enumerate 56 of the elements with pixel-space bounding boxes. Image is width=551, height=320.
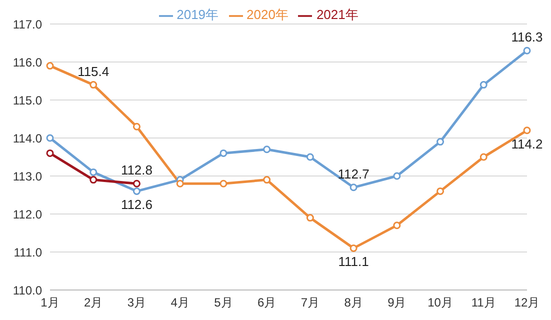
x-tick-label: 2月	[84, 296, 103, 310]
point	[176, 180, 184, 188]
point	[350, 244, 358, 252]
legend-label: 2020年	[246, 7, 288, 22]
point	[220, 180, 228, 188]
data-label: 112.7	[338, 166, 370, 182]
point	[523, 126, 531, 134]
legend-label: 2019年	[176, 7, 219, 22]
x-tick-label: 3月	[127, 296, 146, 310]
point	[132, 122, 140, 130]
point	[46, 62, 54, 70]
data-label: 112.6	[120, 197, 153, 212]
x-tick-label: 8月	[344, 296, 363, 310]
x-tick-label: 4月	[170, 296, 190, 310]
legend-label: 2021年	[316, 7, 358, 22]
y-tick-label: 117.0	[12, 17, 42, 32]
point	[393, 222, 401, 230]
point	[132, 187, 140, 195]
y-tick-label: 116.0	[12, 55, 42, 70]
point	[306, 214, 314, 222]
point	[132, 180, 140, 188]
point	[220, 149, 228, 157]
x-tick-label: 6月	[257, 296, 276, 310]
y-tick-label: 110.0	[12, 283, 42, 298]
y-tick-label: 115.0	[12, 93, 42, 108]
data-label: 111.1	[338, 254, 369, 270]
data-label: 114.2	[511, 136, 543, 152]
x-tick-label: 9月	[388, 296, 406, 310]
point	[436, 187, 444, 195]
point	[480, 81, 488, 89]
point	[46, 149, 54, 157]
point	[90, 168, 98, 176]
point	[480, 153, 488, 161]
point	[523, 46, 531, 54]
point	[350, 184, 358, 192]
x-tick-label: 1月	[40, 296, 60, 310]
point	[263, 146, 271, 154]
y-tick-label: 112.0	[12, 207, 42, 222]
x-tick-label: 10月	[428, 296, 453, 310]
point	[306, 153, 314, 161]
point	[393, 172, 401, 180]
data-label: 115.4	[78, 64, 110, 79]
point	[90, 176, 98, 184]
point	[436, 138, 444, 146]
point	[46, 134, 54, 142]
y-tick-label: 111.0	[14, 245, 42, 260]
y-tick-label: 114.0	[12, 131, 42, 146]
data-label: 112.8	[120, 162, 153, 178]
x-tick-label: 7月	[300, 296, 320, 310]
point	[90, 81, 98, 89]
y-tick-label: 113.0	[12, 169, 42, 184]
x-tick-label: 12月	[514, 296, 540, 310]
x-tick-label: 11月	[471, 296, 496, 310]
x-tick-label: 5月	[214, 296, 233, 310]
data-label: 116.3	[511, 30, 543, 45]
point	[263, 176, 271, 184]
